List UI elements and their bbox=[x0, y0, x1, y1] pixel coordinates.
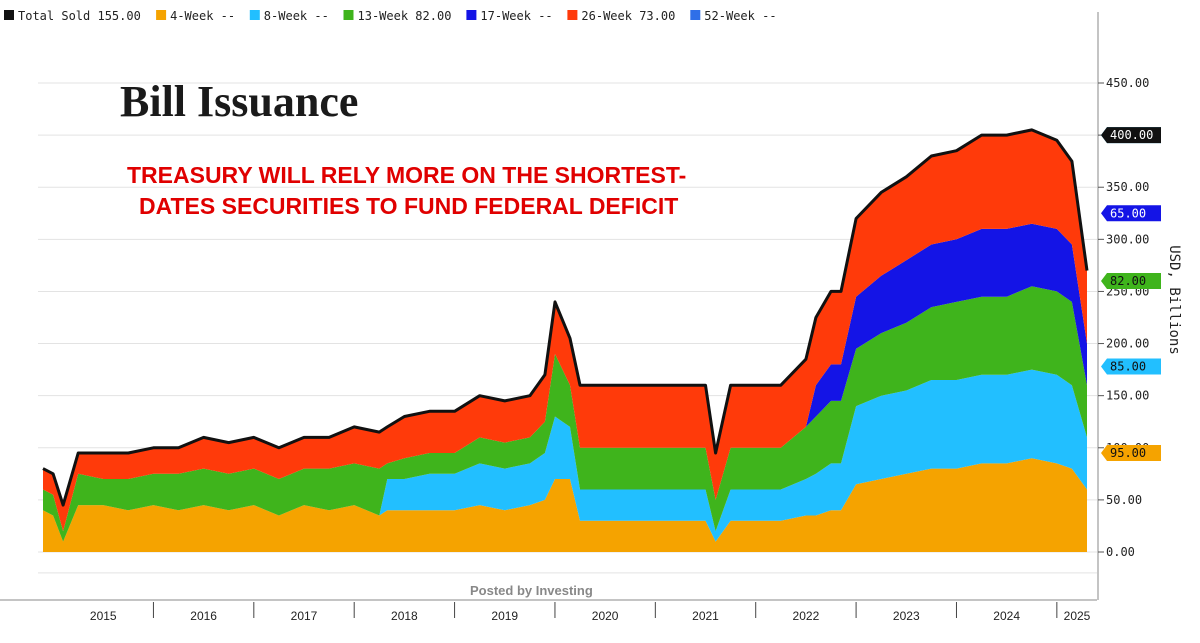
legend-swatch-2 bbox=[249, 10, 260, 20]
area-13-week bbox=[43, 286, 1087, 542]
y-axis-label: USD, Billions bbox=[1166, 245, 1182, 355]
x-axis: 2015 2016 2017 2018 2019 2020 2021 2022 2023 2024… bbox=[0, 599, 1097, 623]
value-tag-label-1: 400.00 bbox=[1110, 128, 1153, 142]
value-tag-label-3: 82.00 bbox=[1110, 274, 1146, 288]
value-tag-bg-3 bbox=[1101, 273, 1161, 290]
x-tick-label-2019: 2019 bbox=[491, 609, 518, 623]
area-4-week bbox=[43, 458, 1087, 552]
y-axis: 0.0050.00100.00150.00200.00250.00300.003… bbox=[1097, 12, 1149, 600]
y-tick-label-3: 150.00 bbox=[1106, 389, 1149, 403]
legend-label-5: 26-Week 73.00 bbox=[581, 9, 675, 23]
stacked-areas bbox=[42, 128, 1089, 552]
legend-swatch-3 bbox=[343, 10, 354, 20]
x-tick-label-2015: 2015 bbox=[90, 609, 117, 623]
x-tick-label-2020: 2020 bbox=[592, 609, 619, 623]
value-tag-label-5: 95.00 bbox=[1110, 446, 1146, 460]
legend-label-6: 52-Week -- bbox=[704, 9, 776, 23]
legend-label-1: 4-Week -- bbox=[170, 9, 235, 23]
x-tick-label-2016: 2016 bbox=[190, 609, 217, 623]
legend-swatch-6 bbox=[690, 10, 701, 20]
total-sold-line bbox=[42, 128, 1089, 507]
x-tick-label-2022: 2022 bbox=[793, 609, 820, 623]
x-tick-label-2025: 2025 bbox=[1064, 609, 1091, 623]
value-tag-bg-2 bbox=[1101, 205, 1161, 222]
legend-swatch-4 bbox=[466, 10, 477, 20]
legend-label-4: 17-Week -- bbox=[480, 9, 552, 23]
value-tag-bg-1 bbox=[1101, 127, 1161, 144]
x-tick-label-2023: 2023 bbox=[893, 609, 920, 623]
area-8-week bbox=[43, 369, 1087, 542]
y-tick-label-0: 0.00 bbox=[1106, 545, 1135, 559]
y-tick-label-7: 350.00 bbox=[1106, 180, 1149, 194]
x-tick-label-2024: 2024 bbox=[993, 609, 1020, 623]
annotation-line-2: DATES SECURITIES TO FUND FEDERAL DEFICIT bbox=[139, 193, 678, 219]
legend-swatch-0 bbox=[4, 10, 14, 20]
legend: Total Sold 155.00 4-Week -- 8-Week -- 13-We… bbox=[4, 9, 777, 23]
value-tag-bg-5 bbox=[1101, 444, 1161, 461]
chart-title: Bill Issuance bbox=[120, 77, 358, 126]
legend-label-0: Total Sold 155.00 bbox=[18, 9, 141, 23]
y-tick-label-1: 50.00 bbox=[1106, 493, 1142, 507]
y-tick-label-6: 300.00 bbox=[1106, 232, 1149, 246]
value-tag-label-4: 85.00 bbox=[1110, 359, 1146, 373]
annotation-line-1: TREASURY WILL RELY MORE ON THE SHORTEST- bbox=[127, 162, 686, 188]
legend-swatch-1 bbox=[156, 10, 167, 20]
y-tick-label-9: 450.00 bbox=[1106, 76, 1149, 90]
y-tick-label-4: 200.00 bbox=[1106, 337, 1149, 351]
legend-label-2: 8-Week -- bbox=[264, 9, 329, 23]
legend-label-3: 13-Week 82.00 bbox=[358, 9, 452, 23]
x-tick-label-2018: 2018 bbox=[391, 609, 418, 623]
x-tick-label-2021: 2021 bbox=[692, 609, 719, 623]
value-tag-bg-4 bbox=[1101, 358, 1161, 375]
area-26-week bbox=[43, 129, 1087, 532]
credit-text: Posted by Investing bbox=[470, 583, 593, 598]
legend-swatch-5 bbox=[567, 10, 578, 20]
area-17-week bbox=[43, 223, 1087, 532]
x-tick-label-2017: 2017 bbox=[291, 609, 318, 623]
value-tag-label-2: 65.00 bbox=[1110, 206, 1146, 220]
